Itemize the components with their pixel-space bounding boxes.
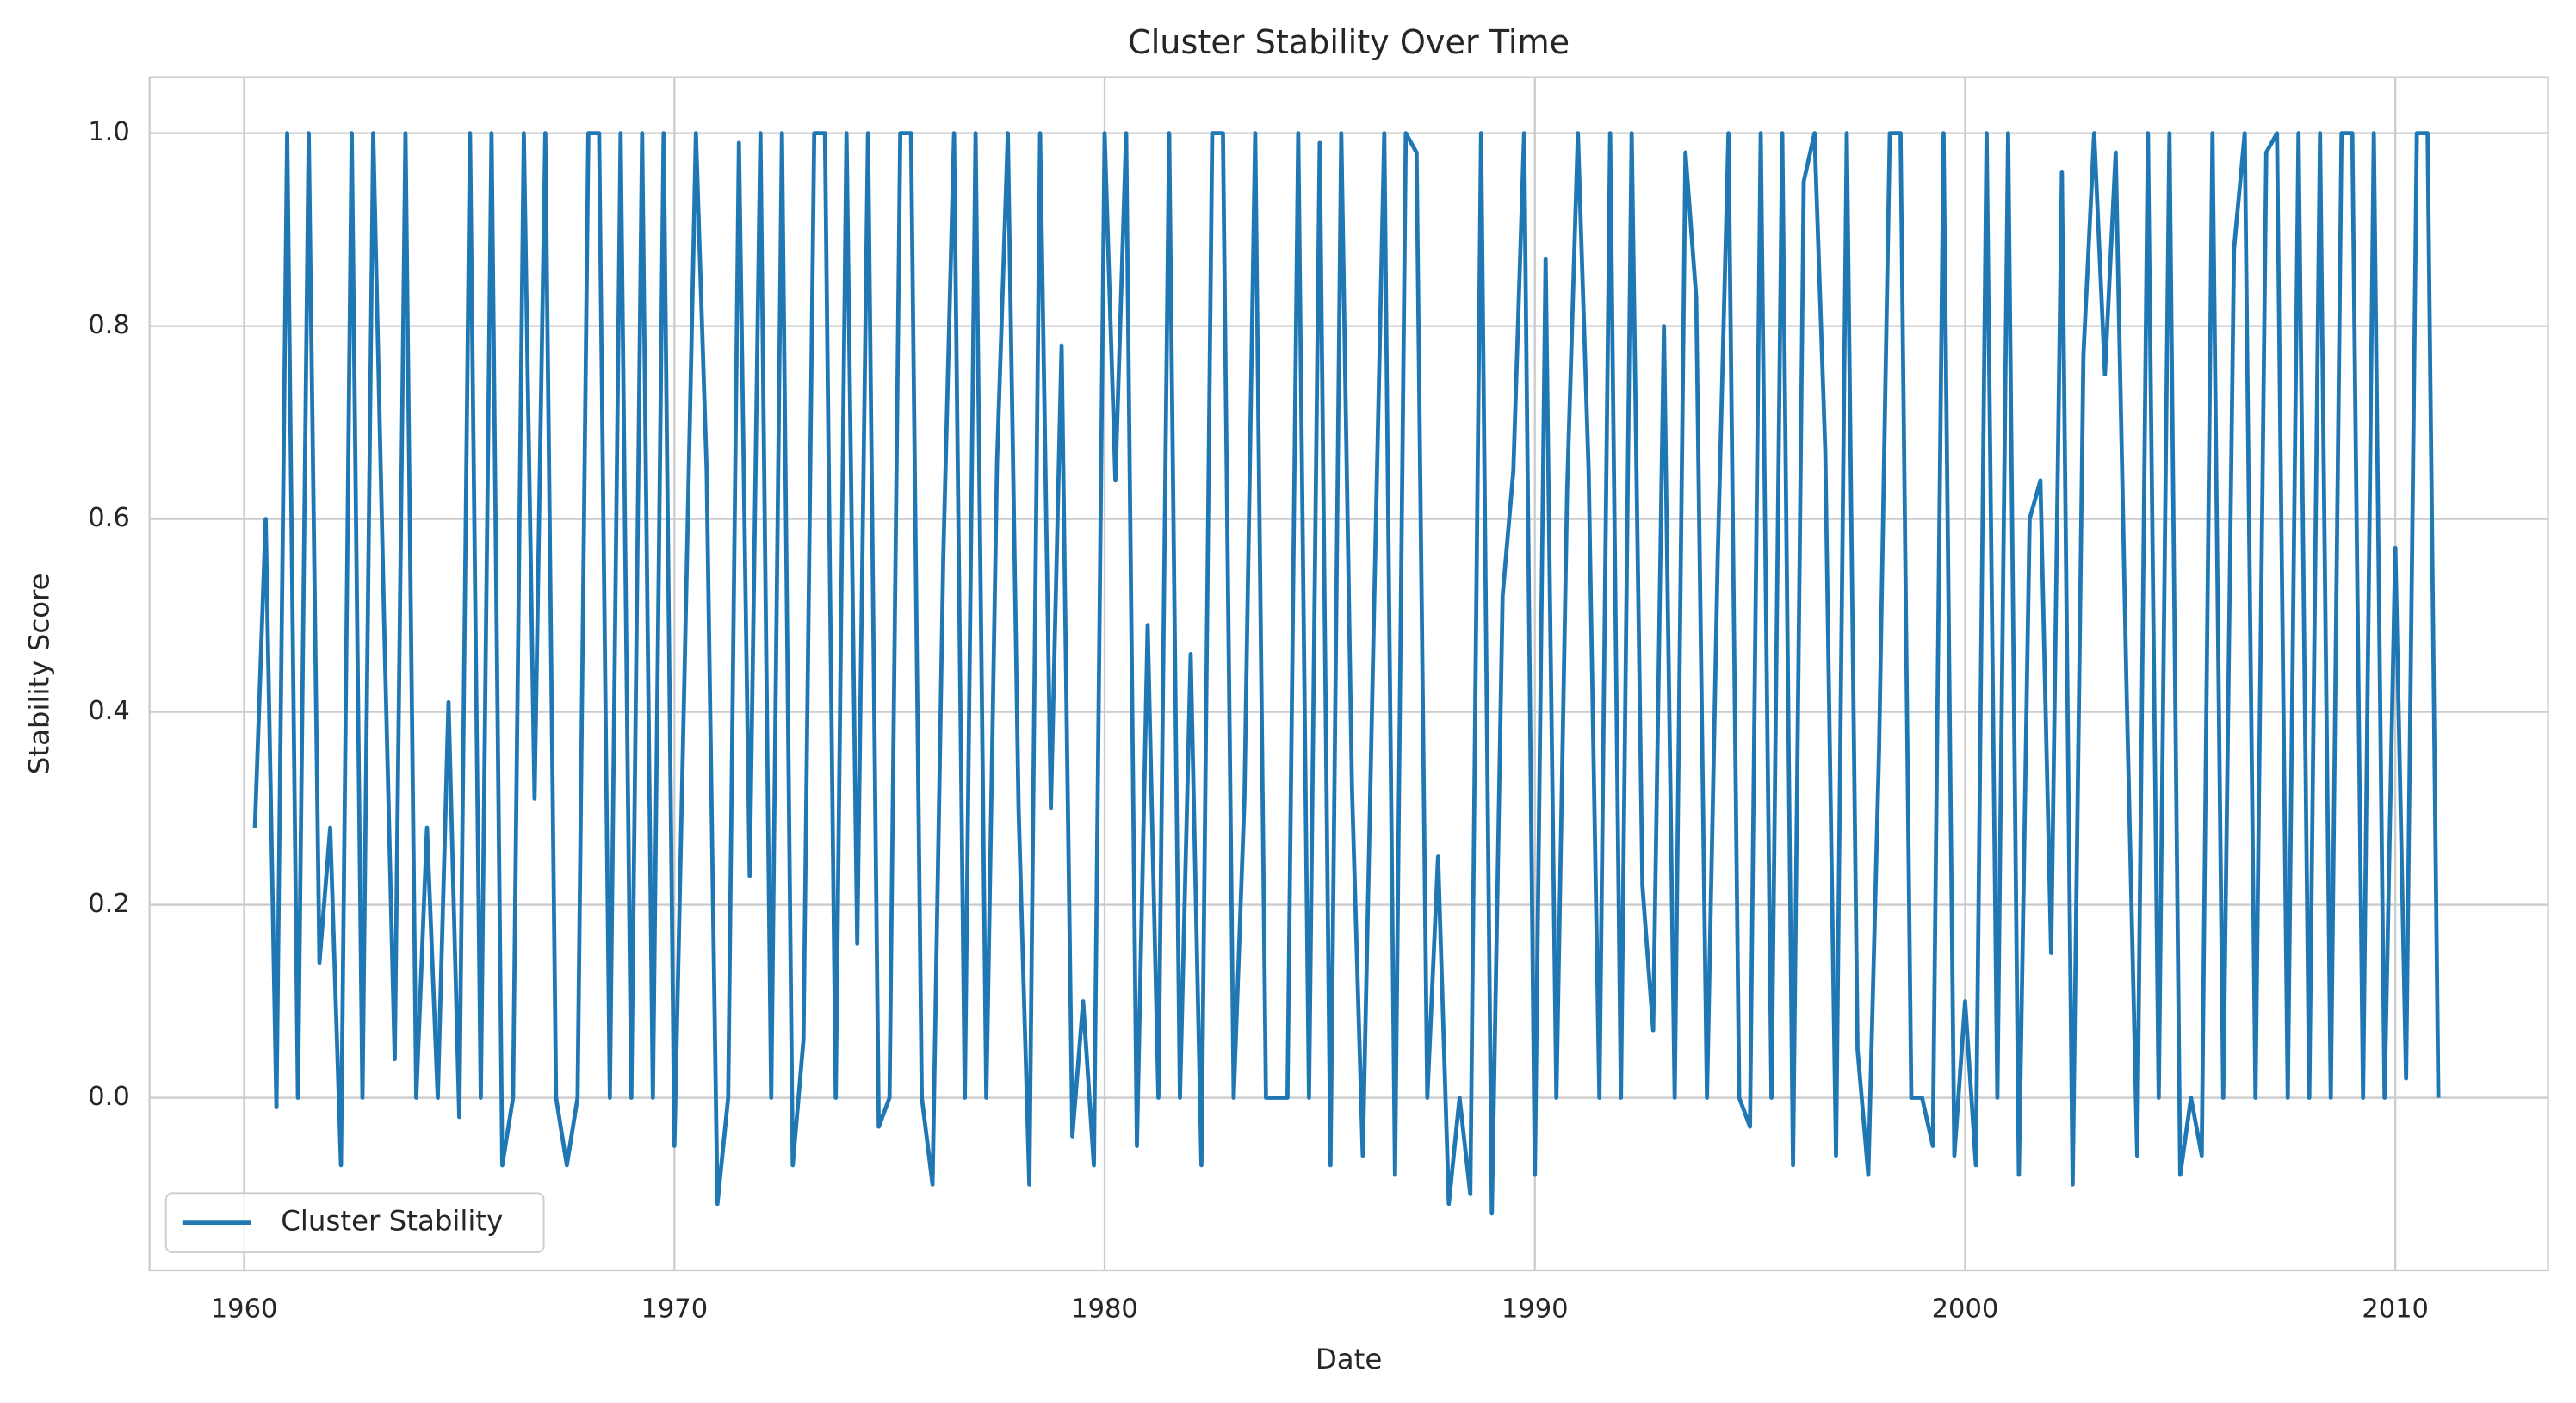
x-tick-label: 2000 [1932,1294,1999,1324]
y-tick-label: 0.8 [88,310,130,340]
x-tick-label: 1970 [641,1294,708,1324]
y-tick-label: 0.4 [88,696,130,726]
x-tick-label: 1980 [1071,1294,1138,1324]
legend-box [164,1192,545,1253]
y-tick-label: 0.0 [88,1082,130,1112]
y-axis-label: Stability Score [23,573,56,774]
data-line [252,131,2441,1216]
y-tick-label: 0.2 [88,889,130,919]
chart-title: Cluster Stability Over Time [1128,23,1570,61]
y-tick-label: 0.6 [88,503,130,533]
x-axis-label: Date [1316,1343,1383,1375]
legend: Cluster Stability [164,1192,545,1253]
x-tick-label: 1990 [1502,1294,1569,1324]
x-tick-label: 2010 [2362,1294,2429,1324]
legend-label: Cluster Stability [281,1205,503,1238]
y-tick-label: 1.0 [88,117,130,147]
x-tick-label: 1960 [211,1294,278,1324]
